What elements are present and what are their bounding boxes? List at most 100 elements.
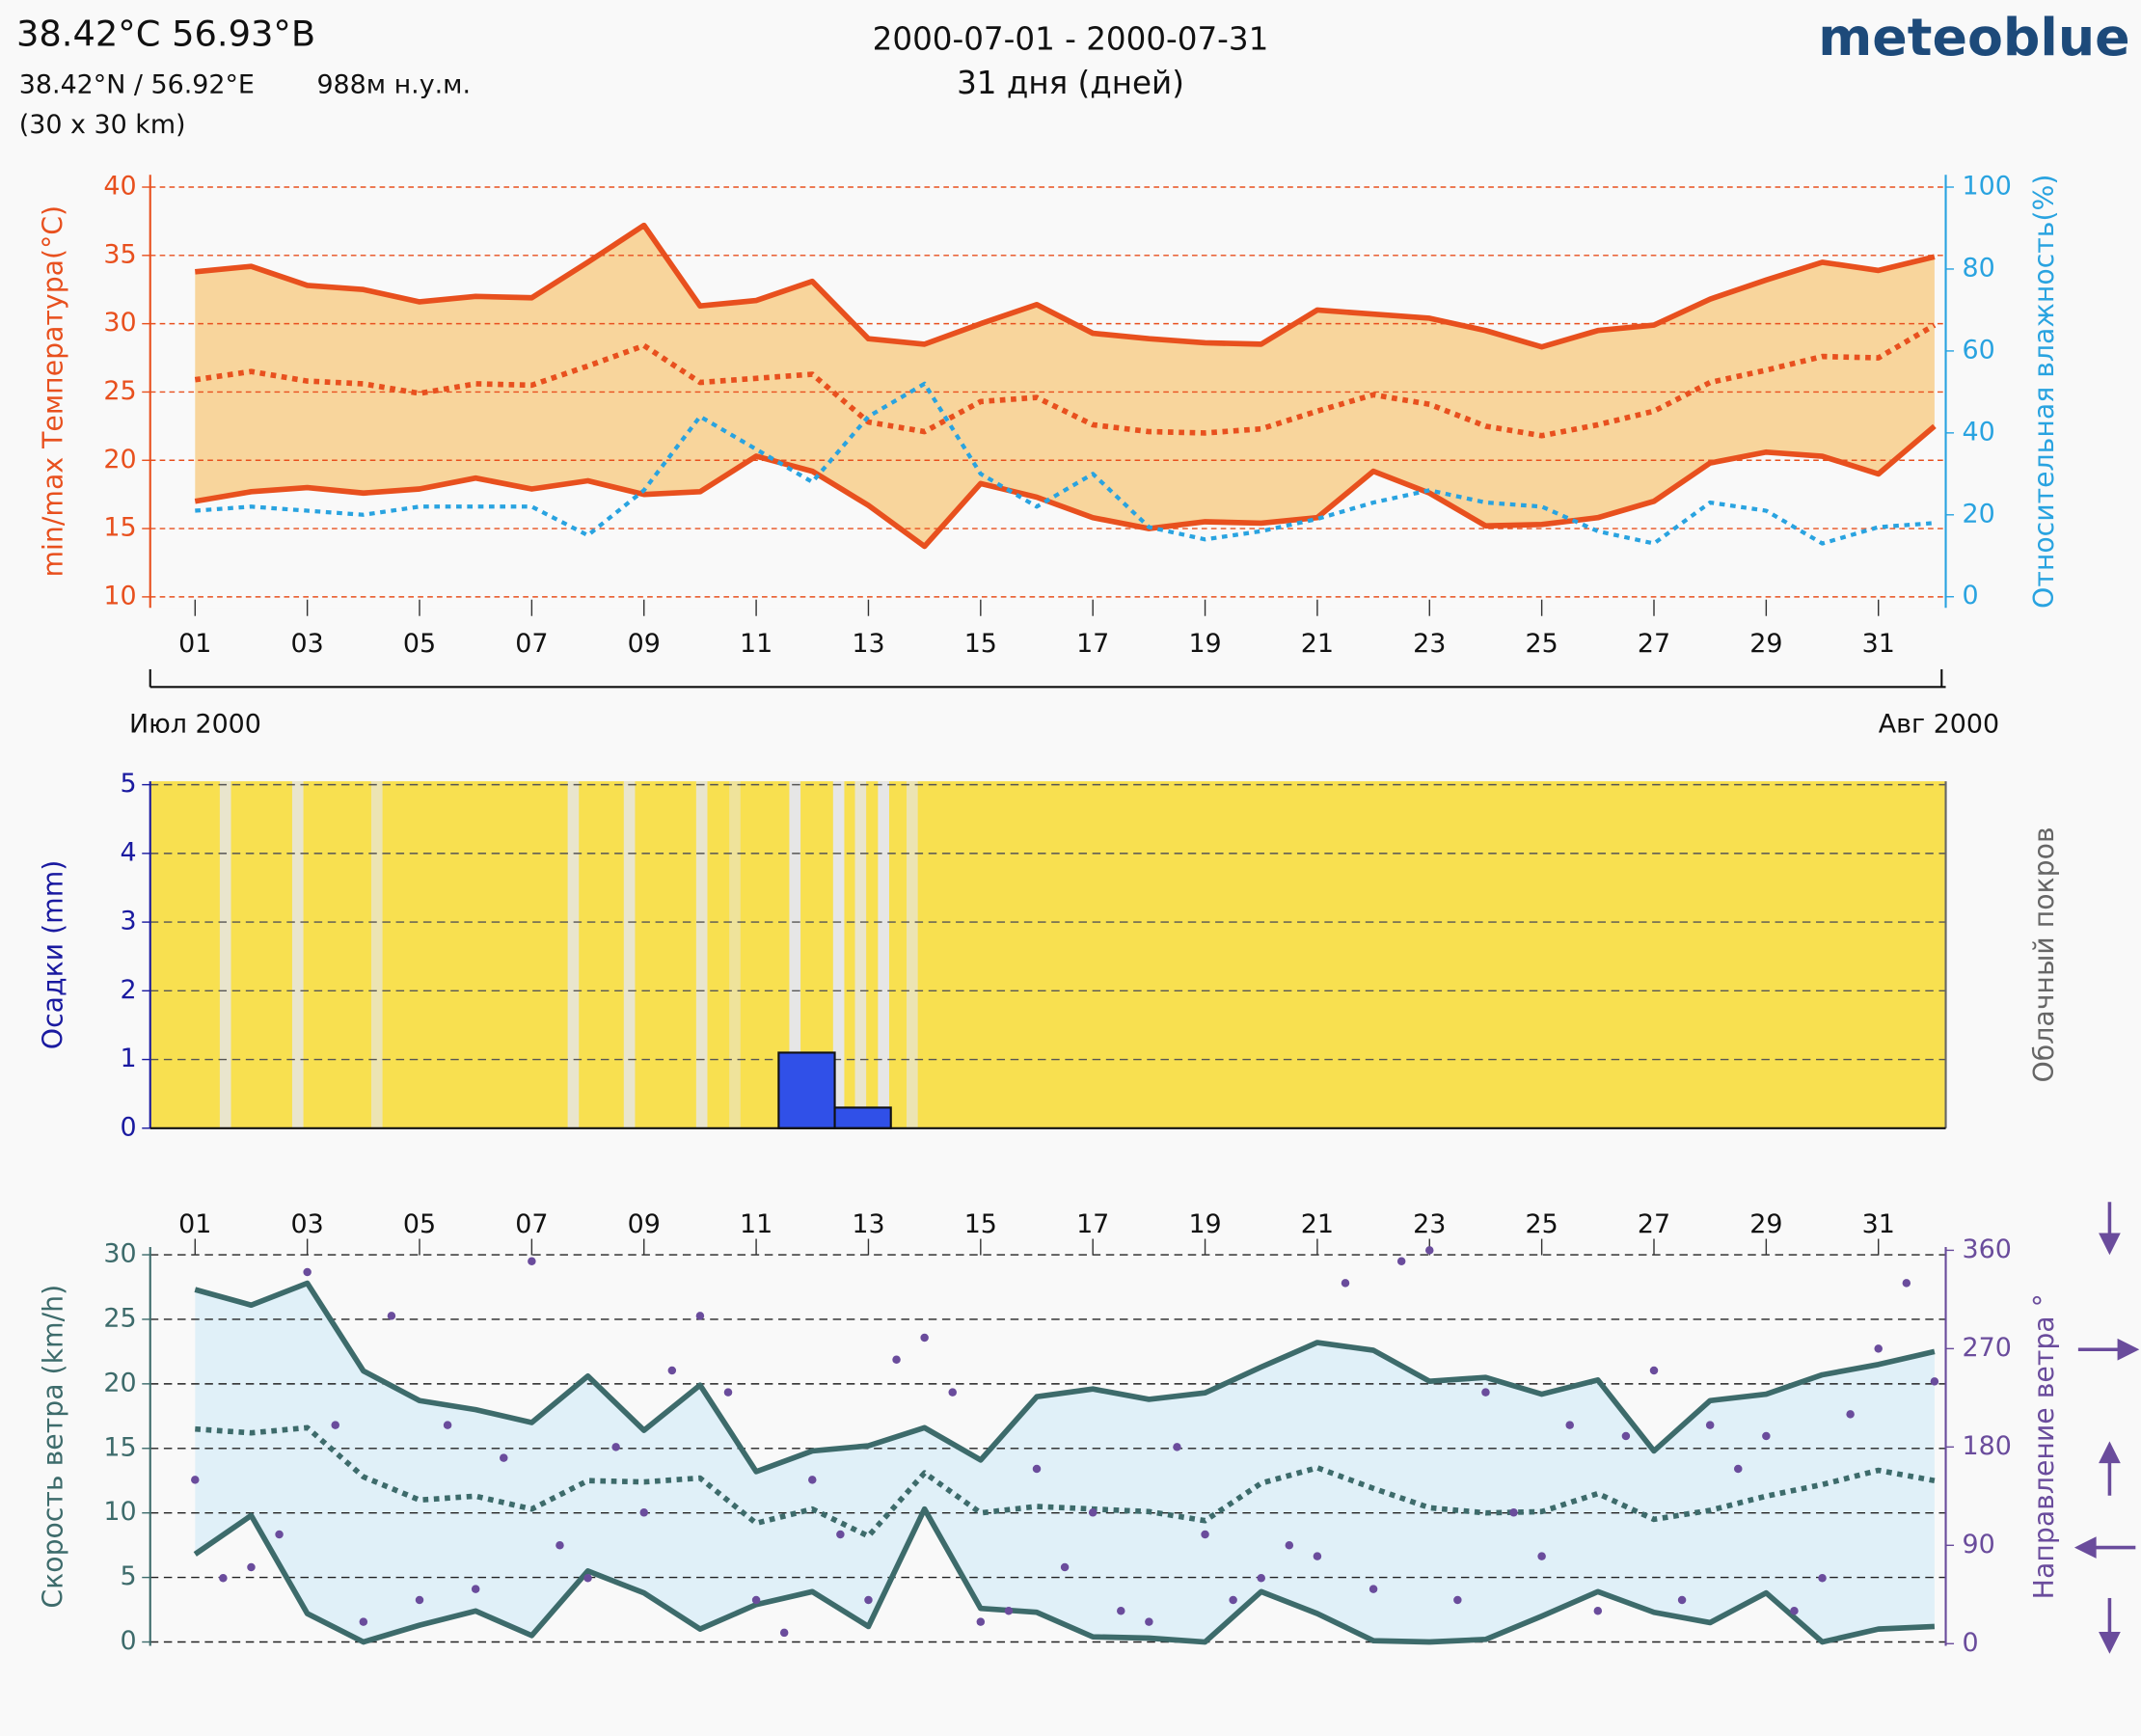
direction-dot [1173, 1443, 1181, 1451]
direction-dot [500, 1453, 508, 1462]
y2-axis-label: Направление ветра ° [2028, 1293, 2060, 1599]
direction-dot [1313, 1552, 1322, 1560]
direction-dot [1341, 1279, 1350, 1288]
direction-dot [1846, 1410, 1855, 1419]
direction-dot [611, 1443, 620, 1451]
series-line [194, 1280, 1936, 1475]
direction-dot [1902, 1279, 1911, 1288]
arrow-head [2099, 1632, 2121, 1654]
x-tick-label: 13 [852, 629, 884, 659]
x-tick-label: 31 [1862, 1209, 1895, 1239]
plot-background [149, 781, 1946, 1128]
direction-dot [1509, 1508, 1518, 1517]
direction-dot [1032, 1464, 1042, 1474]
x-tick-label: 03 [291, 629, 324, 659]
direction-dot [1565, 1421, 1574, 1429]
series-line [193, 1505, 1936, 1645]
cloud-stripe [370, 781, 383, 1128]
series-line [194, 322, 1937, 439]
x-tick-label: 31 [1862, 629, 1895, 659]
direction-dot [1453, 1595, 1462, 1605]
month-label: Авг 2000 [1879, 710, 1999, 740]
series-line [194, 423, 1937, 550]
y-axis-label: Осадки (mm) [38, 860, 69, 1050]
month-label: Июл 2000 [129, 710, 261, 740]
cloud-stripe [623, 781, 636, 1128]
direction-dot [1734, 1464, 1743, 1474]
direction-dot [443, 1421, 452, 1429]
y2-tick-label: 360 [1963, 1234, 2012, 1264]
y-tick-label: 0 [120, 1626, 136, 1656]
y-tick-label: 30 [103, 1239, 136, 1269]
direction-dot [695, 1312, 705, 1320]
direction-dot [359, 1617, 368, 1626]
cloud-stripe [878, 781, 889, 1128]
y-tick-label: 20 [103, 1368, 136, 1397]
range-band [195, 225, 1935, 547]
x-tick-label: 27 [1638, 629, 1670, 659]
y2-tick-label: 100 [1963, 172, 2012, 202]
y2-tick-label: 80 [1963, 253, 1995, 283]
direction-dot [864, 1595, 873, 1605]
y2-tick-label: 90 [1963, 1530, 1995, 1560]
brand: meteoblue [1818, 7, 2129, 68]
x-tick-label: 23 [1413, 629, 1446, 659]
direction-dot [723, 1388, 733, 1397]
arrow-head [2073, 1536, 2097, 1559]
x-tick-label: 29 [1749, 629, 1782, 659]
cloud-stripe [291, 781, 304, 1128]
direction-dot [1677, 1595, 1687, 1605]
direction-dot [1930, 1377, 1939, 1386]
elevation: 988м н.у.м. [316, 70, 471, 100]
x-tick-label: 25 [1526, 629, 1558, 659]
y-tick-label: 3 [120, 907, 136, 936]
direction-dot [1790, 1607, 1799, 1615]
y-axis-label: Скорость ветра (km/h) [38, 1285, 69, 1609]
series-line [195, 222, 1936, 350]
direction-dot [583, 1574, 592, 1583]
series-line [195, 381, 1936, 546]
y-tick-label: 20 [103, 445, 136, 475]
y2-tick-label: 40 [1963, 417, 1995, 447]
x-tick-label: 11 [740, 629, 772, 659]
direction-dot [1818, 1574, 1827, 1583]
cloud-stripe [789, 781, 801, 1128]
arrow-head [2117, 1338, 2140, 1361]
y-tick-label: 10 [103, 581, 136, 610]
y-tick-label: 0 [120, 1112, 136, 1142]
y2-axis-label: Относительная влажность(%) [2028, 175, 2060, 609]
direction-dot [387, 1312, 396, 1320]
direction-dot [1396, 1257, 1406, 1265]
precip-bar [777, 1051, 836, 1129]
x-tick-label: 11 [740, 1209, 772, 1239]
y-axis-label: min/max Температура(°C) [38, 205, 69, 578]
direction-dot [275, 1530, 284, 1539]
series-line [195, 1424, 1936, 1539]
x-tick-label: 09 [628, 629, 661, 659]
x-tick-label: 01 [178, 629, 211, 659]
x-tick-label: 03 [291, 1209, 324, 1239]
y-tick-label: 35 [103, 239, 136, 269]
direction-dot [415, 1595, 424, 1605]
y-tick-label: 1 [120, 1044, 136, 1073]
direction-dot [751, 1595, 761, 1605]
direction-dot [1621, 1431, 1631, 1441]
x-tick-label: 19 [1188, 1209, 1221, 1239]
y2-tick-label: 20 [1963, 499, 1995, 529]
direction-dot [528, 1257, 536, 1265]
direction-dot [1649, 1366, 1659, 1375]
direction-dot [247, 1562, 256, 1572]
y2-tick-label: 270 [1963, 1333, 2012, 1363]
cloud-stripe [907, 781, 918, 1128]
direction-dot [1537, 1552, 1546, 1560]
y-tick-label: 30 [103, 308, 136, 338]
y-tick-label: 10 [103, 1497, 136, 1527]
direction-dot [1874, 1344, 1883, 1353]
direction-dot [1593, 1607, 1603, 1615]
direction-dot [1145, 1617, 1153, 1626]
x-tick-label: 09 [628, 1209, 661, 1239]
x-tick-label: 21 [1301, 1209, 1334, 1239]
direction-dot [1481, 1388, 1490, 1397]
x-tick-label: 29 [1749, 1209, 1782, 1239]
x-tick-label: 21 [1301, 629, 1334, 659]
